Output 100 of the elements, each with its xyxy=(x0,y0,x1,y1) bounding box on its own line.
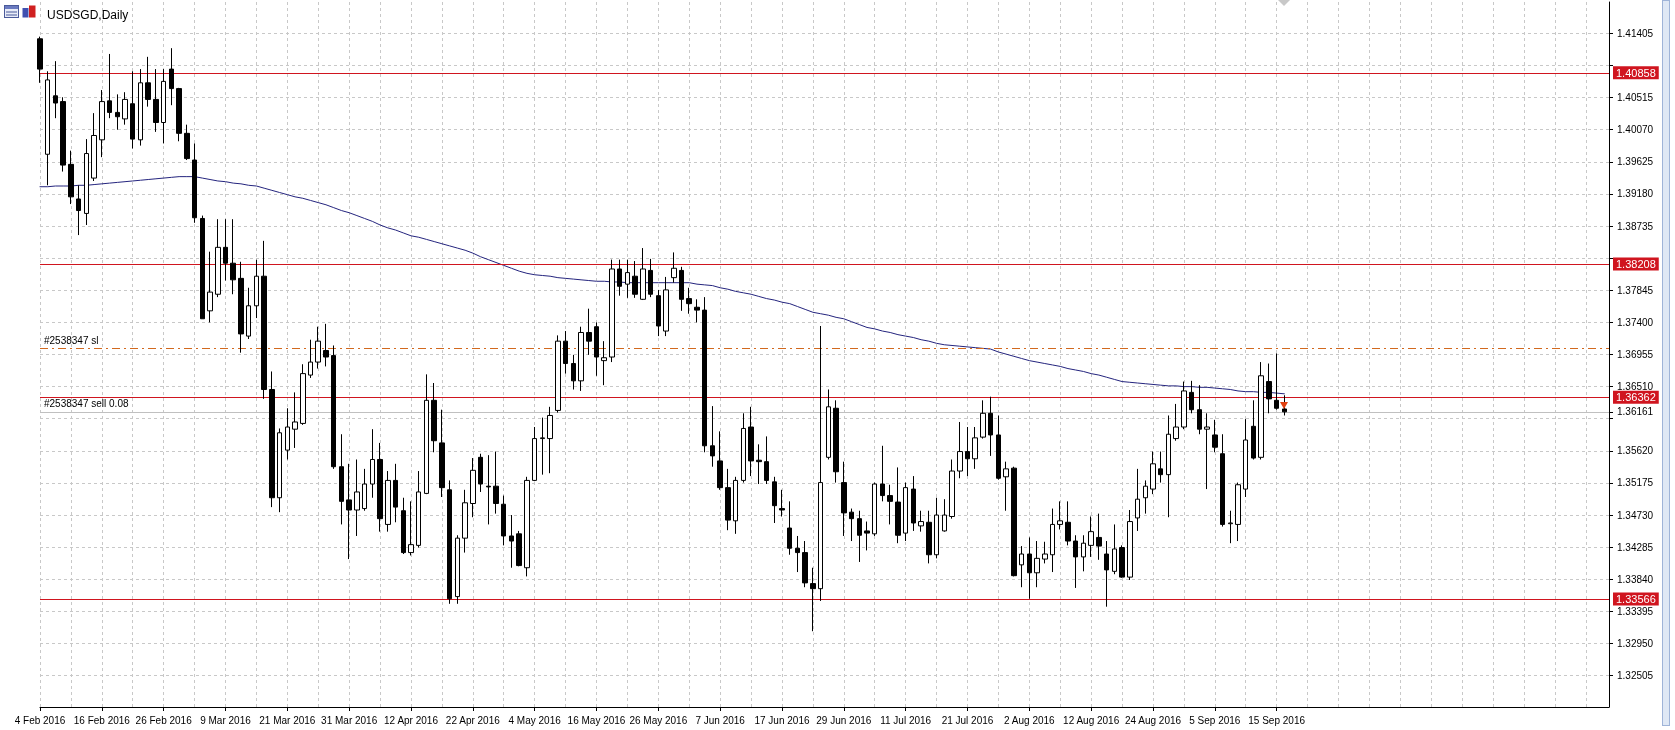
candlestick xyxy=(91,112,97,182)
x-tick-label: 24 Aug 2016 xyxy=(1124,714,1182,726)
candlestick xyxy=(524,476,530,577)
x-tick-label: 21 Jul 2016 xyxy=(941,714,994,726)
candlestick xyxy=(679,266,684,312)
candlestick xyxy=(215,218,221,298)
candlestick xyxy=(339,433,344,525)
candlestick xyxy=(1243,418,1248,498)
candlestick xyxy=(1181,381,1187,430)
candlestick xyxy=(254,259,259,319)
x-tick-label: 15 Sep 2016 xyxy=(1248,714,1306,726)
candlestick xyxy=(710,405,715,468)
candlestick xyxy=(401,497,406,555)
candlestick xyxy=(857,510,862,563)
candlestick xyxy=(292,391,298,449)
candlestick xyxy=(184,124,190,161)
x-tick-label: 29 Jun 2016 xyxy=(816,714,872,726)
candlestick xyxy=(864,521,870,551)
candlestick xyxy=(1065,500,1071,546)
candlestick xyxy=(555,334,561,414)
candlestick xyxy=(957,421,963,479)
candlestick xyxy=(887,484,893,525)
candlestick xyxy=(578,326,584,392)
candlestick xyxy=(965,426,970,477)
candlestick xyxy=(702,296,707,453)
x-tick-label: 4 May 2016 xyxy=(508,714,562,726)
candlestick xyxy=(1228,510,1233,544)
candlestick xyxy=(431,382,437,453)
candlestick xyxy=(76,184,81,236)
candlestick xyxy=(478,453,483,493)
candlestick xyxy=(980,399,986,440)
candlestick xyxy=(192,142,197,224)
candlestick xyxy=(1235,482,1241,542)
candlestick xyxy=(246,287,251,340)
candlestick xyxy=(362,468,367,512)
x-tick-label: 12 Apr 2016 xyxy=(384,714,439,726)
candlestick xyxy=(408,500,414,556)
candlestick xyxy=(501,495,506,546)
candlestick xyxy=(107,53,112,119)
candlestick xyxy=(903,482,908,542)
candlestick xyxy=(741,412,746,484)
candlestick xyxy=(455,534,460,605)
y-tick-label: 1.39625 xyxy=(1617,156,1654,168)
candlestick xyxy=(230,218,236,295)
ref-line-label: 1.38208 xyxy=(1616,258,1656,271)
candlestick xyxy=(261,240,267,400)
candlestick xyxy=(1197,384,1202,435)
y-tick-label: 1.41405 xyxy=(1617,27,1654,39)
candlestick xyxy=(972,426,978,470)
candlestick xyxy=(748,406,754,477)
candlestick xyxy=(563,330,568,375)
candlestick xyxy=(895,466,901,544)
x-tick-label: 26 Feb 2016 xyxy=(135,714,193,726)
y-tick-label: 1.35175 xyxy=(1617,477,1654,489)
candlestick xyxy=(1081,534,1086,572)
x-tick-label: 2 Aug 2016 xyxy=(1004,714,1056,726)
candlestick xyxy=(223,218,228,282)
candlestick xyxy=(694,298,700,323)
candlestick xyxy=(1251,399,1256,460)
y-tick-label: 1.32950 xyxy=(1617,638,1654,649)
candlestick xyxy=(1057,500,1063,530)
candlestick xyxy=(1127,509,1133,581)
candlestick xyxy=(138,68,143,147)
candlestick xyxy=(393,463,398,523)
candlestick xyxy=(1158,451,1163,484)
candlestick xyxy=(547,406,553,474)
candlestick xyxy=(841,461,847,537)
y-tick-label: 1.36510 xyxy=(1617,381,1654,393)
ref-line-label: #2538347 sl xyxy=(44,334,99,346)
candlestick xyxy=(1096,513,1102,561)
candlestick xyxy=(470,457,476,518)
candlestick xyxy=(1034,540,1040,588)
candlestick xyxy=(424,373,429,495)
x-tick-label: 12 Aug 2016 xyxy=(1063,714,1120,726)
candlestick xyxy=(1027,536,1032,600)
y-tick-label: 1.40515 xyxy=(1617,92,1654,104)
x-tick-label: 26 May 2016 xyxy=(629,714,688,726)
candlestick xyxy=(911,475,916,532)
candlestick xyxy=(331,344,336,470)
ref-line-label: 1.33566 xyxy=(1616,593,1656,606)
candlestick xyxy=(346,463,352,560)
candlestick xyxy=(671,251,677,284)
candlestick xyxy=(462,489,468,554)
candlestick xyxy=(269,370,275,508)
ref-line-label: 1.36362 xyxy=(1616,391,1656,404)
y-tick-label: 1.37400 xyxy=(1617,316,1654,328)
candlestick xyxy=(1189,380,1194,414)
candlestick xyxy=(60,96,66,173)
candlestick xyxy=(717,430,723,491)
candlestick xyxy=(1166,414,1171,518)
candlestick xyxy=(818,325,823,602)
candlestick xyxy=(609,259,615,363)
x-tick-label: 16 May 2016 xyxy=(567,714,626,726)
y-tick-label: 1.32505 xyxy=(1617,670,1654,682)
candlestick xyxy=(176,87,182,142)
candlestick xyxy=(802,540,808,588)
candlestick xyxy=(942,498,947,533)
candlestick xyxy=(1282,394,1287,416)
text: USDSGD,Daily xyxy=(47,8,129,22)
candlestick xyxy=(571,354,576,390)
